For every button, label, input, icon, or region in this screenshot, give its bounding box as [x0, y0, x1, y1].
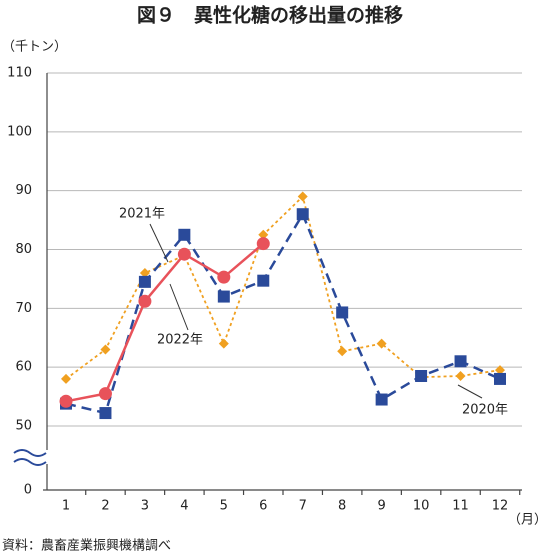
x-tick-label: 12	[492, 499, 509, 514]
marker	[337, 346, 348, 357]
x-tick-label: 11	[452, 499, 469, 514]
series-annotation: 2020年	[462, 403, 508, 418]
x-tick-label: 4	[180, 499, 188, 514]
x-tick-label: 5	[220, 499, 228, 514]
chart-title: 図９ 異性化糖の移出量の推移	[137, 4, 403, 27]
y-tick-label: 110	[7, 66, 32, 81]
marker	[376, 338, 387, 349]
marker	[415, 369, 428, 382]
marker	[218, 338, 229, 349]
y-axis-label: （千トン）	[2, 40, 67, 55]
marker	[98, 387, 112, 401]
marker	[217, 270, 231, 284]
marker	[258, 229, 269, 240]
axis-break-gap	[10, 450, 60, 464]
marker	[138, 275, 151, 288]
y-tick-label: 50	[15, 419, 32, 434]
x-tick-label: 2	[101, 499, 109, 514]
marker	[454, 355, 467, 368]
leader-line	[149, 223, 169, 263]
marker	[296, 208, 309, 221]
marker	[178, 228, 191, 241]
source-note: 資料：農畜産業振興機構調べ	[2, 538, 171, 554]
series-annotation: 2021年	[119, 207, 165, 222]
series-line	[65, 211, 501, 415]
x-tick-label: 3	[141, 499, 149, 514]
marker	[59, 394, 73, 408]
x-tick-label: 9	[377, 499, 385, 514]
marker	[138, 294, 152, 308]
marker	[99, 407, 112, 420]
marker	[139, 268, 150, 279]
series-line	[65, 242, 265, 403]
x-tick-label: 10	[413, 499, 430, 514]
x-tick-label: 7	[299, 499, 307, 514]
x-tick-label: 1	[62, 499, 70, 514]
marker	[257, 274, 270, 287]
x-axis-label: （月）	[508, 513, 540, 528]
y-tick-label: 80	[15, 242, 32, 257]
y-tick-label: 70	[15, 301, 32, 316]
marker	[256, 237, 270, 251]
marker	[494, 372, 506, 385]
y-tick-label: 100	[7, 124, 32, 139]
marker	[336, 306, 349, 319]
marker	[375, 393, 388, 406]
series-annotation: 2022年	[157, 333, 203, 348]
x-tick-label: 8	[338, 499, 346, 514]
leader-line	[169, 283, 189, 331]
marker	[61, 373, 71, 384]
series-line	[65, 194, 501, 380]
y-tick-label: 60	[15, 360, 32, 375]
marker	[495, 365, 505, 376]
y-tick-label: 0	[24, 483, 32, 498]
y-tick-label: 90	[15, 183, 32, 198]
marker	[217, 290, 230, 303]
marker	[297, 191, 308, 202]
marker	[100, 344, 111, 355]
axis-break	[13, 458, 47, 466]
x-tick-label: 6	[259, 499, 267, 514]
axis-break	[13, 449, 47, 457]
marker	[177, 247, 191, 261]
marker	[455, 370, 466, 381]
leader-line	[457, 384, 483, 399]
